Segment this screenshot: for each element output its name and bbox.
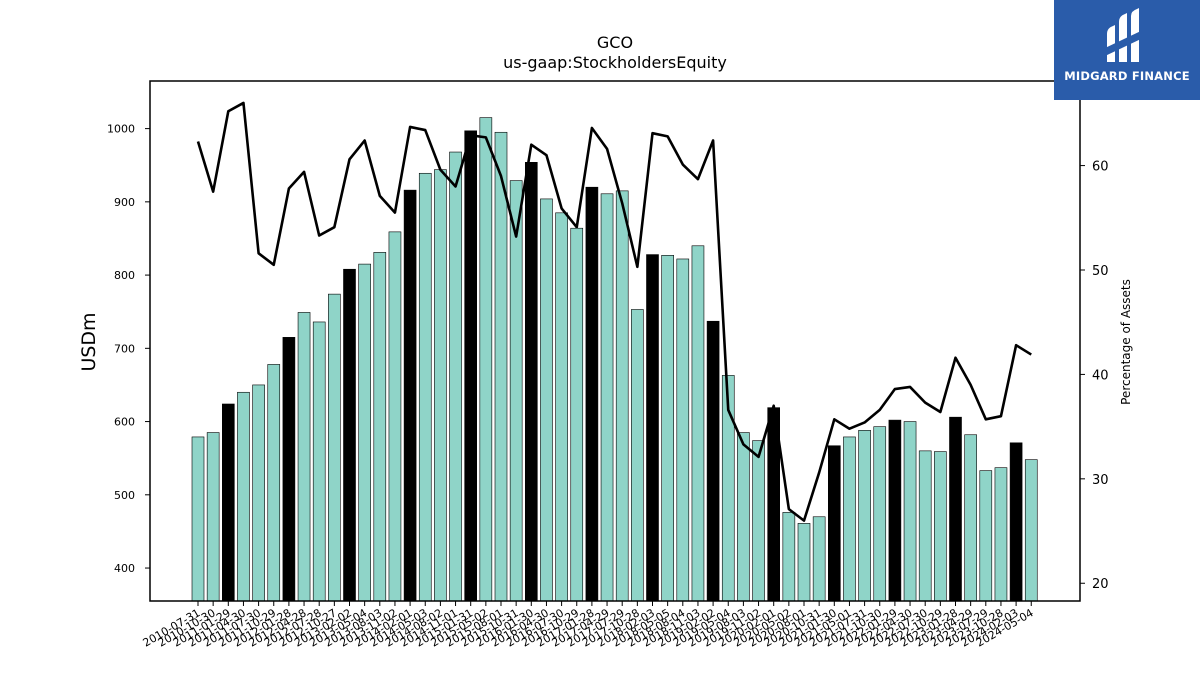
y-tick-label: 500 xyxy=(114,489,135,502)
bar xyxy=(509,180,523,602)
bar xyxy=(903,421,917,602)
bar xyxy=(964,434,977,602)
bar xyxy=(888,419,902,602)
axes-layer: 400500600700800900100020304050602010-07-… xyxy=(107,123,1109,650)
bar xyxy=(494,131,508,602)
bar xyxy=(570,227,584,602)
bar xyxy=(434,169,447,602)
bar xyxy=(540,198,553,602)
bar xyxy=(328,293,341,602)
bar xyxy=(615,190,629,602)
bar xyxy=(449,151,462,602)
y2-axis-label: Percentage of Assets xyxy=(1119,279,1133,405)
y-tick-label: 600 xyxy=(114,416,135,429)
y-tick-label: 900 xyxy=(114,196,135,209)
bar xyxy=(282,337,296,602)
bar xyxy=(1024,459,1038,602)
bar xyxy=(585,186,599,602)
bar xyxy=(873,426,887,602)
bar xyxy=(812,516,826,602)
bar xyxy=(949,416,962,602)
y-tick-label: 1000 xyxy=(107,123,135,136)
bar xyxy=(843,436,856,602)
bar xyxy=(752,440,765,602)
bar xyxy=(252,384,265,602)
chart-title: GCO xyxy=(597,33,633,52)
bar xyxy=(691,245,705,602)
bar xyxy=(858,430,871,602)
bar xyxy=(737,432,750,602)
midgard-finance-logo: MIDGARD FINANCE xyxy=(1054,0,1200,100)
bar xyxy=(237,391,250,602)
bar xyxy=(979,470,993,602)
bar xyxy=(676,258,690,602)
y2-tick-label: 30 xyxy=(1092,473,1109,488)
chart-subtitle: us-gaap:StockholdersEquity xyxy=(503,53,727,72)
bar xyxy=(222,403,235,602)
bar xyxy=(934,451,947,602)
bar xyxy=(797,523,811,602)
y2-tick-label: 60 xyxy=(1092,160,1109,175)
y2-tick-label: 40 xyxy=(1092,368,1109,383)
bar xyxy=(479,117,493,602)
bar xyxy=(297,312,311,602)
bar xyxy=(343,268,356,602)
bar xyxy=(312,321,326,602)
line-layer xyxy=(196,101,1032,522)
bar xyxy=(388,231,402,602)
y2-tick-label: 20 xyxy=(1092,577,1109,592)
bar xyxy=(267,364,281,602)
bar xyxy=(646,254,659,602)
bar xyxy=(191,436,205,602)
logo-text: MIDGARD FINANCE xyxy=(1064,69,1190,83)
bar xyxy=(524,162,538,602)
bar xyxy=(918,450,932,602)
bar xyxy=(206,432,220,602)
bar xyxy=(418,172,432,602)
bar xyxy=(782,512,796,602)
bar xyxy=(403,189,417,602)
y2-tick-label: 50 xyxy=(1092,264,1109,279)
bar xyxy=(464,130,478,602)
bar xyxy=(373,252,387,602)
plot-frame xyxy=(149,80,1081,602)
bar xyxy=(827,445,841,602)
bar xyxy=(358,263,371,602)
bar xyxy=(1009,442,1023,602)
y-tick-label: 400 xyxy=(114,562,135,575)
bar xyxy=(994,467,1008,602)
bar xyxy=(600,193,614,602)
y-axis-label: USDm xyxy=(78,312,100,371)
bars-layer xyxy=(191,117,1038,602)
logo-mark-icon xyxy=(1105,8,1143,62)
bar xyxy=(555,212,568,602)
bar xyxy=(661,255,674,602)
bar xyxy=(631,309,644,602)
y-tick-label: 800 xyxy=(114,269,135,282)
line-series xyxy=(196,101,1032,522)
bar xyxy=(706,320,720,602)
y-tick-label: 700 xyxy=(114,342,135,355)
